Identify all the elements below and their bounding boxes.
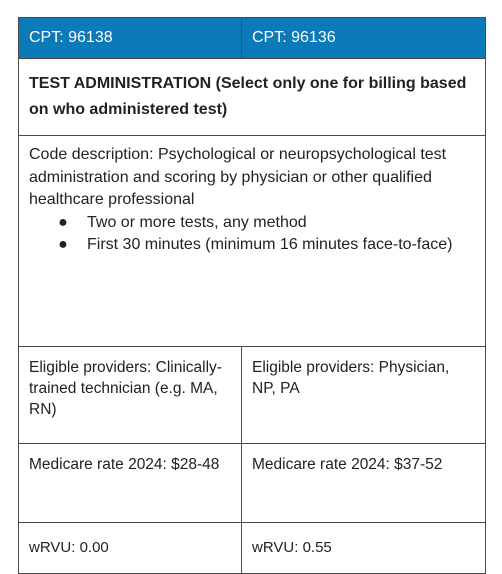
medicare-rate-row: Medicare rate 2024: $28-48 Medicare rate… (18, 443, 486, 523)
cpt-code-96136: CPT: 96136 (241, 17, 486, 59)
list-item: ● First 30 minutes (minimum 16 minutes f… (57, 234, 475, 257)
wrvu-96136: wRVU: 0.55 (241, 522, 486, 574)
section-row: TEST ADMINISTRATION (Select only one for… (18, 58, 486, 136)
bullet-text: First 30 minutes (minimum 16 minutes fac… (87, 236, 453, 253)
wrvu-row: wRVU: 0.00 wRVU: 0.55 (18, 522, 486, 574)
providers-row: Eligible providers: Clinically-trained t… (18, 346, 486, 444)
medicare-rate-96136: Medicare rate 2024: $37-52 (241, 443, 486, 523)
table-header-row: CPT: 96138 CPT: 96136 (18, 17, 486, 59)
bullet-icon: ● (58, 213, 68, 231)
cpt-code-96138: CPT: 96138 (18, 17, 242, 59)
wrvu-96138: wRVU: 0.00 (18, 522, 242, 574)
description-bullets: ● Two or more tests, any method ● First … (29, 212, 475, 257)
medicare-rate-96138: Medicare rate 2024: $28-48 (18, 443, 242, 523)
description-row: Code description: Psychological or neuro… (18, 135, 486, 347)
providers-96136: Eligible providers: Physician, NP, PA (241, 346, 486, 444)
cpt-comparison-table: CPT: 96138 CPT: 96136 TEST ADMINISTRATIO… (18, 17, 486, 574)
list-item: ● Two or more tests, any method (57, 212, 475, 235)
providers-96138: Eligible providers: Clinically-trained t… (18, 346, 242, 444)
code-description-cell: Code description: Psychological or neuro… (18, 135, 486, 347)
code-description: Code description: Psychological or neuro… (29, 146, 447, 208)
page: CPT: 96138 CPT: 96136 TEST ADMINISTRATIO… (18, 17, 486, 574)
section-title: TEST ADMINISTRATION (Select only one for… (18, 58, 486, 136)
bullet-text: Two or more tests, any method (87, 213, 307, 231)
bullet-icon: ● (58, 236, 68, 253)
